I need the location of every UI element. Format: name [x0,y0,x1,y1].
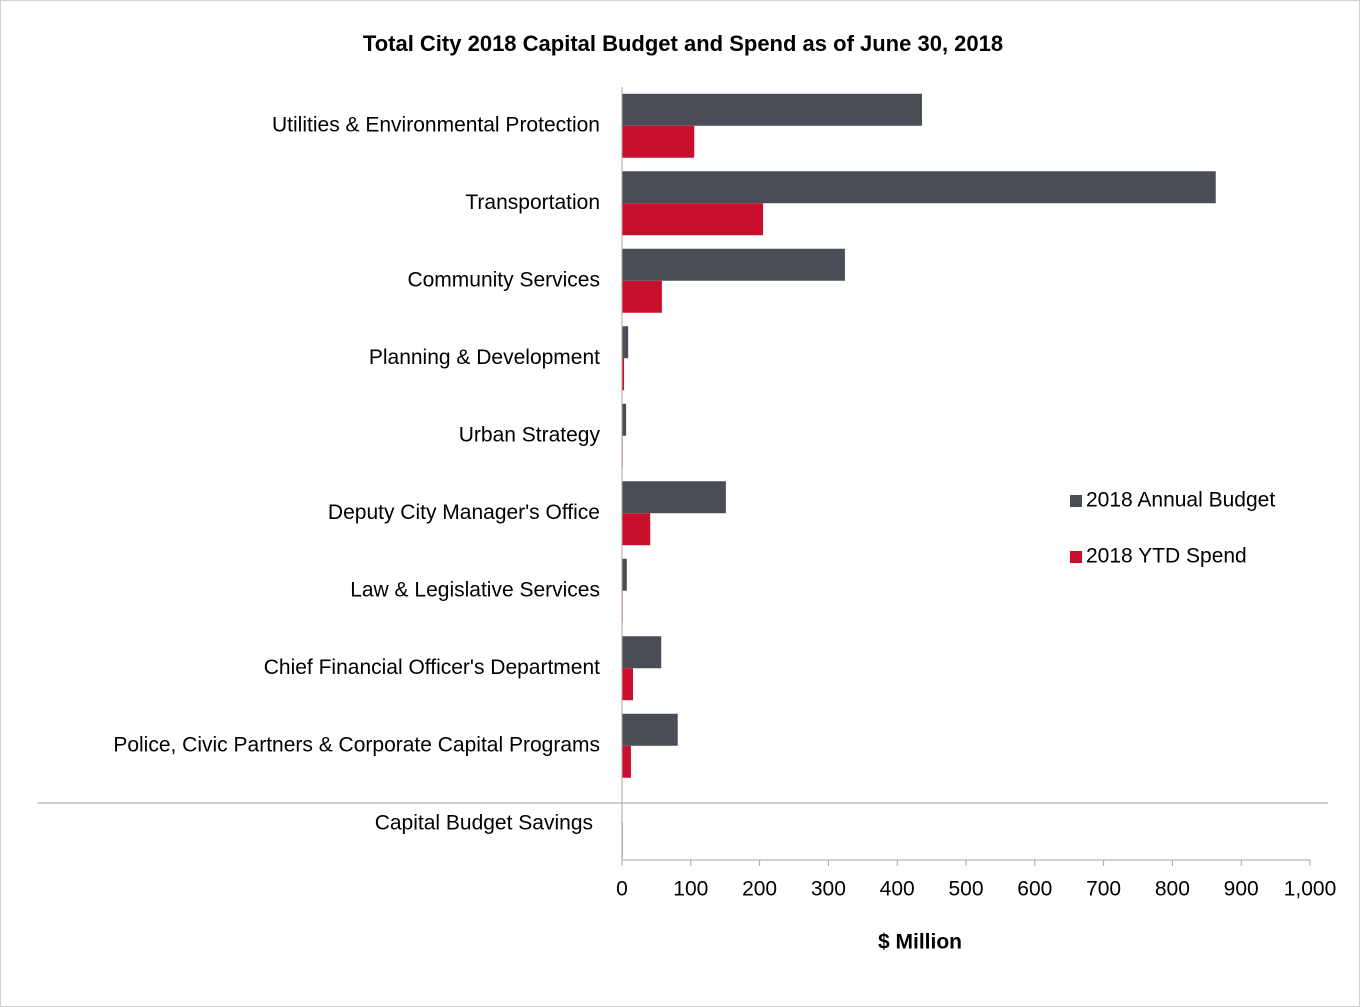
bar [622,248,845,281]
category-label: Chief Financial Officer's Department [264,656,600,679]
bar [622,636,662,669]
category-label: Urban Strategy [459,423,601,446]
category-label: Deputy City Manager's Office [328,501,600,524]
category-label: Capital Budget Savings [375,812,593,835]
bar [622,668,634,701]
legend-swatch [1070,495,1082,507]
bar [622,481,726,514]
x-tick-label: 200 [742,878,777,901]
bar [622,745,631,778]
category-label: Law & Legislative Services [350,578,600,601]
bar [622,403,627,436]
bar [622,93,922,126]
x-tick-label: 300 [811,878,846,901]
x-tick-label: 400 [880,878,915,901]
bar [622,280,662,313]
chart-title: Total City 2018 Capital Budget and Spend… [363,31,1003,56]
bar [622,513,651,546]
legend-label: 2018 YTD Spend [1086,545,1247,568]
x-tick-label: 100 [673,878,708,901]
bar [622,713,678,746]
category-label: Utilities & Environmental Protection [272,113,600,136]
x-tick-label: 700 [1086,878,1121,901]
legend-label: 2018 Annual Budget [1086,489,1275,512]
x-tick-label: 1,000 [1284,878,1337,901]
x-tick-label: 500 [948,878,983,901]
legend-swatch [1070,551,1082,563]
bar [622,358,625,391]
bar [622,558,627,591]
x-tick-label: 600 [1017,878,1052,901]
bar [622,125,695,158]
x-tick-label: 900 [1224,878,1259,901]
x-tick-label: 0 [616,878,628,901]
bar [622,171,1216,204]
x-axis-title: $ Million [878,931,962,954]
category-label: Police, Civic Partners & Corporate Capit… [113,733,600,756]
category-label: Transportation [465,191,600,214]
category-label: Planning & Development [369,346,600,369]
bar [622,203,764,236]
x-tick-label: 800 [1155,878,1190,901]
bar [622,326,629,359]
category-label: Community Services [407,268,600,291]
